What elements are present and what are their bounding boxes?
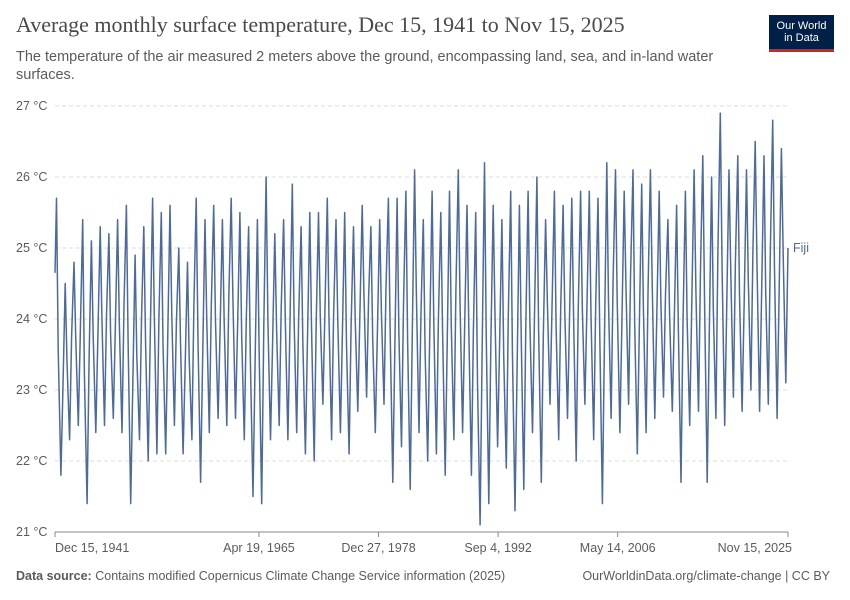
series-label: Fiji — [793, 241, 809, 255]
series-fiji[interactable]: Fiji — [54, 112, 809, 526]
x-tick-label: Apr 19, 1965 — [223, 541, 295, 555]
chart-subtitle: The temperature of the air measured 2 me… — [16, 49, 714, 83]
y-tick-label: 26 °C — [16, 170, 47, 184]
x-tick-label: May 14, 2006 — [580, 541, 656, 555]
y-axis-ticks: 21 °C 22 °C 23 °C 24 °C 25 °C 26 °C 27 °C — [16, 99, 47, 539]
logo-line-2: in Data — [784, 32, 819, 44]
owid-logo[interactable]: Our World in Data — [769, 15, 834, 52]
source-link[interactable]: OurWorldinData.org/climate-change | CC B… — [582, 569, 830, 583]
y-tick-label: 25 °C — [16, 241, 47, 255]
series-line[interactable] — [54, 112, 789, 526]
logo-line-1: Our World — [776, 20, 827, 32]
x-axis-ticks: Dec 15, 1941 Apr 19, 1965 Dec 27, 1978 Sep … — [54, 532, 792, 555]
y-tick-label: 27 °C — [16, 99, 47, 113]
x-tick-label: Dec 15, 1941 — [55, 541, 129, 555]
y-tick-label: 24 °C — [16, 312, 47, 326]
x-tick-label: Dec 27, 1978 — [341, 541, 415, 555]
chart-title: Average monthly surface temperature, Dec… — [16, 12, 625, 37]
y-tick-label: 23 °C — [16, 383, 47, 397]
y-tick-label: 22 °C — [16, 454, 47, 468]
data-source-label: Data source: — [16, 569, 92, 583]
data-source: Data source: Contains modified Copernicu… — [16, 569, 505, 583]
y-tick-label: 21 °C — [16, 525, 47, 539]
x-tick-label: Sep 4, 1992 — [464, 541, 531, 555]
x-tick-label: Nov 15, 2025 — [718, 541, 792, 555]
data-source-text: Contains modified Copernicus Climate Cha… — [95, 569, 506, 583]
